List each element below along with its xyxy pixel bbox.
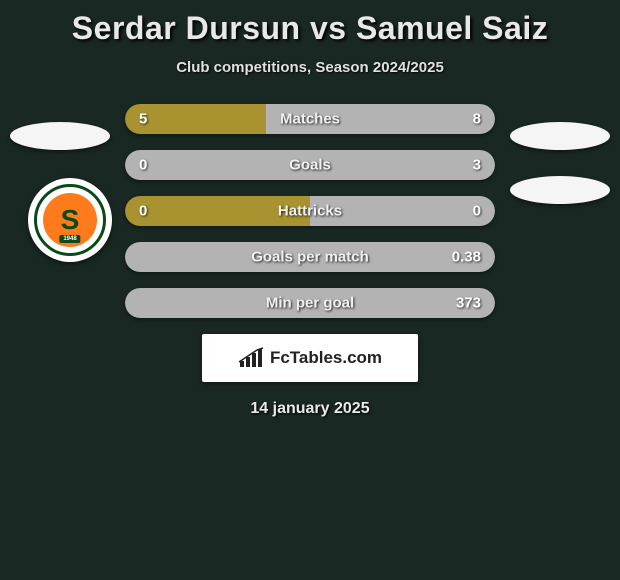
branding-text: FcTables.com	[270, 348, 382, 368]
bar-row: 373 Min per goal	[125, 288, 495, 318]
bar-value-right: 373	[456, 295, 481, 312]
bar-row: 0.38 Goals per match	[125, 242, 495, 272]
bar-value-left: 0	[139, 203, 147, 220]
bar-label: Matches	[280, 111, 340, 128]
bar-value-right: 8	[473, 111, 481, 128]
player-photo-placeholder-right-2	[510, 176, 610, 204]
main-container: Serdar Dursun vs Samuel Saiz Club compet…	[0, 0, 620, 418]
bar-label: Min per goal	[266, 295, 354, 312]
bar-row: 5 8 Matches	[125, 104, 495, 134]
player-photo-placeholder-right-1	[510, 122, 610, 150]
bar-row: 0 3 Goals	[125, 150, 495, 180]
club-badge-letter: S	[61, 204, 80, 236]
branding-box: FcTables.com	[202, 334, 418, 382]
bar-value-right: 0	[473, 203, 481, 220]
player-photo-placeholder-left	[10, 122, 110, 150]
club-badge-circle: S 1948	[43, 193, 97, 247]
bar-value-left: 0	[139, 157, 147, 174]
comparison-bars: 5 8 Matches 0 3 Goals 0 0 Hattricks 0.38 Goals per…	[125, 104, 495, 318]
club-badge-ring: S 1948	[34, 184, 106, 256]
page-subtitle: Club competitions, Season 2024/2025	[0, 59, 620, 76]
bar-label: Hattricks	[278, 203, 342, 220]
bar-value-left: 5	[139, 111, 147, 128]
snapshot-date: 14 january 2025	[0, 400, 620, 418]
bar-row: 0 0 Hattricks	[125, 196, 495, 226]
page-title: Serdar Dursun vs Samuel Saiz	[0, 10, 620, 47]
club-badge: S 1948	[28, 178, 112, 262]
bar-label: Goals per match	[251, 249, 369, 266]
bar-value-right: 3	[473, 157, 481, 174]
bar-label: Goals	[289, 157, 331, 174]
club-badge-year: 1948	[59, 235, 80, 243]
bar-chart-icon	[238, 347, 264, 369]
bar-value-right: 0.38	[452, 249, 481, 266]
